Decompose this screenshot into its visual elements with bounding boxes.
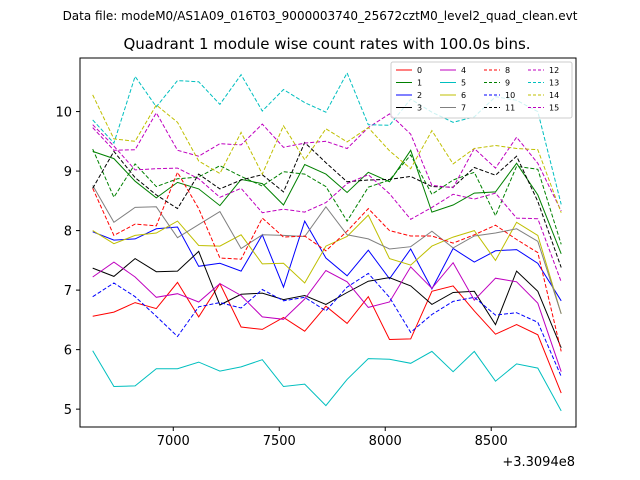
legend-label-4: 4 xyxy=(461,66,466,75)
chart-title: Quadrant 1 module wise count rates with … xyxy=(123,35,530,53)
y-tick-label: 9 xyxy=(64,165,72,180)
legend-label-13: 13 xyxy=(549,79,559,88)
series-line-1 xyxy=(92,149,562,254)
legend-box xyxy=(390,61,573,119)
series-line-0 xyxy=(92,281,562,394)
legend-label-6: 6 xyxy=(461,91,466,100)
series-line-14 xyxy=(92,94,562,213)
series-line-8 xyxy=(92,171,562,352)
legend-label-3: 3 xyxy=(417,104,422,113)
series-line-15 xyxy=(92,124,562,282)
series-line-9 xyxy=(92,148,562,245)
series-line-2 xyxy=(92,219,562,302)
legend-label-12: 12 xyxy=(549,66,559,75)
x-tick-label: 7000 xyxy=(157,434,190,449)
y-tick-label: 8 xyxy=(64,225,72,240)
series-line-10 xyxy=(92,272,562,377)
axes-frame xyxy=(79,57,577,428)
series-group xyxy=(92,71,562,412)
legend-label-5: 5 xyxy=(461,79,466,88)
legend-label-10: 10 xyxy=(505,91,515,100)
y-tick-label: 7 xyxy=(64,284,72,299)
axis-ticks: 7000 7500 8000 8500 5 6 7 8 9 10 xyxy=(55,106,507,449)
legend-label-15: 15 xyxy=(549,104,559,113)
x-tick-label: 8000 xyxy=(369,434,402,449)
x-offset-label: +3.3094e8 xyxy=(502,455,575,470)
legend-label-9: 9 xyxy=(505,79,510,88)
series-line-3 xyxy=(92,250,562,348)
legend-label-14: 14 xyxy=(549,91,559,100)
legend-label-7: 7 xyxy=(461,104,466,113)
series-line-4 xyxy=(92,261,562,372)
y-tick-label: 6 xyxy=(64,344,72,359)
legend-label-0: 0 xyxy=(417,66,422,75)
y-tick-label: 10 xyxy=(55,106,72,121)
legend-label-11: 11 xyxy=(505,104,515,113)
legend-label-1: 1 xyxy=(417,79,422,88)
series-line-13 xyxy=(92,71,562,205)
y-tick-label: 5 xyxy=(64,403,72,418)
series-line-12 xyxy=(92,111,562,212)
series-line-7 xyxy=(92,185,562,315)
x-tick-label: 7500 xyxy=(263,434,296,449)
legend-label-2: 2 xyxy=(417,91,422,100)
series-line-6 xyxy=(92,214,562,315)
data-file-label: Data file: modeM0/AS1A09_016T03_90000037… xyxy=(63,9,578,23)
series-line-11 xyxy=(92,141,562,268)
x-tick-label: 8500 xyxy=(475,434,508,449)
legend-label-8: 8 xyxy=(505,66,510,75)
series-line-5 xyxy=(92,350,562,412)
